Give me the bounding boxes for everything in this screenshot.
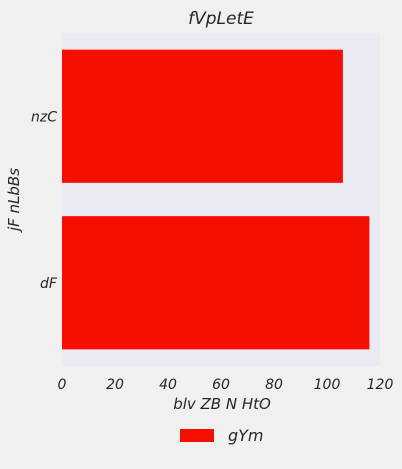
legend-label: gYm [228, 426, 264, 445]
x-tick-labels: 0 20 40 60 80 100 120 [58, 377, 394, 393]
x-tick-label: 80 [265, 377, 283, 393]
x-tick-label: 120 [367, 377, 394, 393]
y-axis-label: jF nLbBs [5, 168, 23, 233]
y-tick-label: dF [40, 276, 58, 292]
chart-title: fVpLetE [188, 9, 254, 29]
bar-nzC [62, 49, 343, 183]
bars-group [62, 49, 370, 350]
x-tick-label: 0 [58, 377, 67, 393]
x-tick-label: 60 [212, 377, 230, 393]
y-tick-label: nzC [31, 109, 57, 125]
x-tick-label: 20 [106, 377, 124, 393]
y-tick-labels: nzC dF [31, 109, 58, 292]
bar-dF [62, 216, 370, 350]
x-tick-label: 100 [314, 377, 341, 393]
x-axis-label: blv ZB N HtO [173, 395, 271, 413]
legend-swatch [180, 429, 214, 442]
x-tick-label: 40 [159, 377, 177, 393]
legend: gYm [180, 426, 264, 445]
